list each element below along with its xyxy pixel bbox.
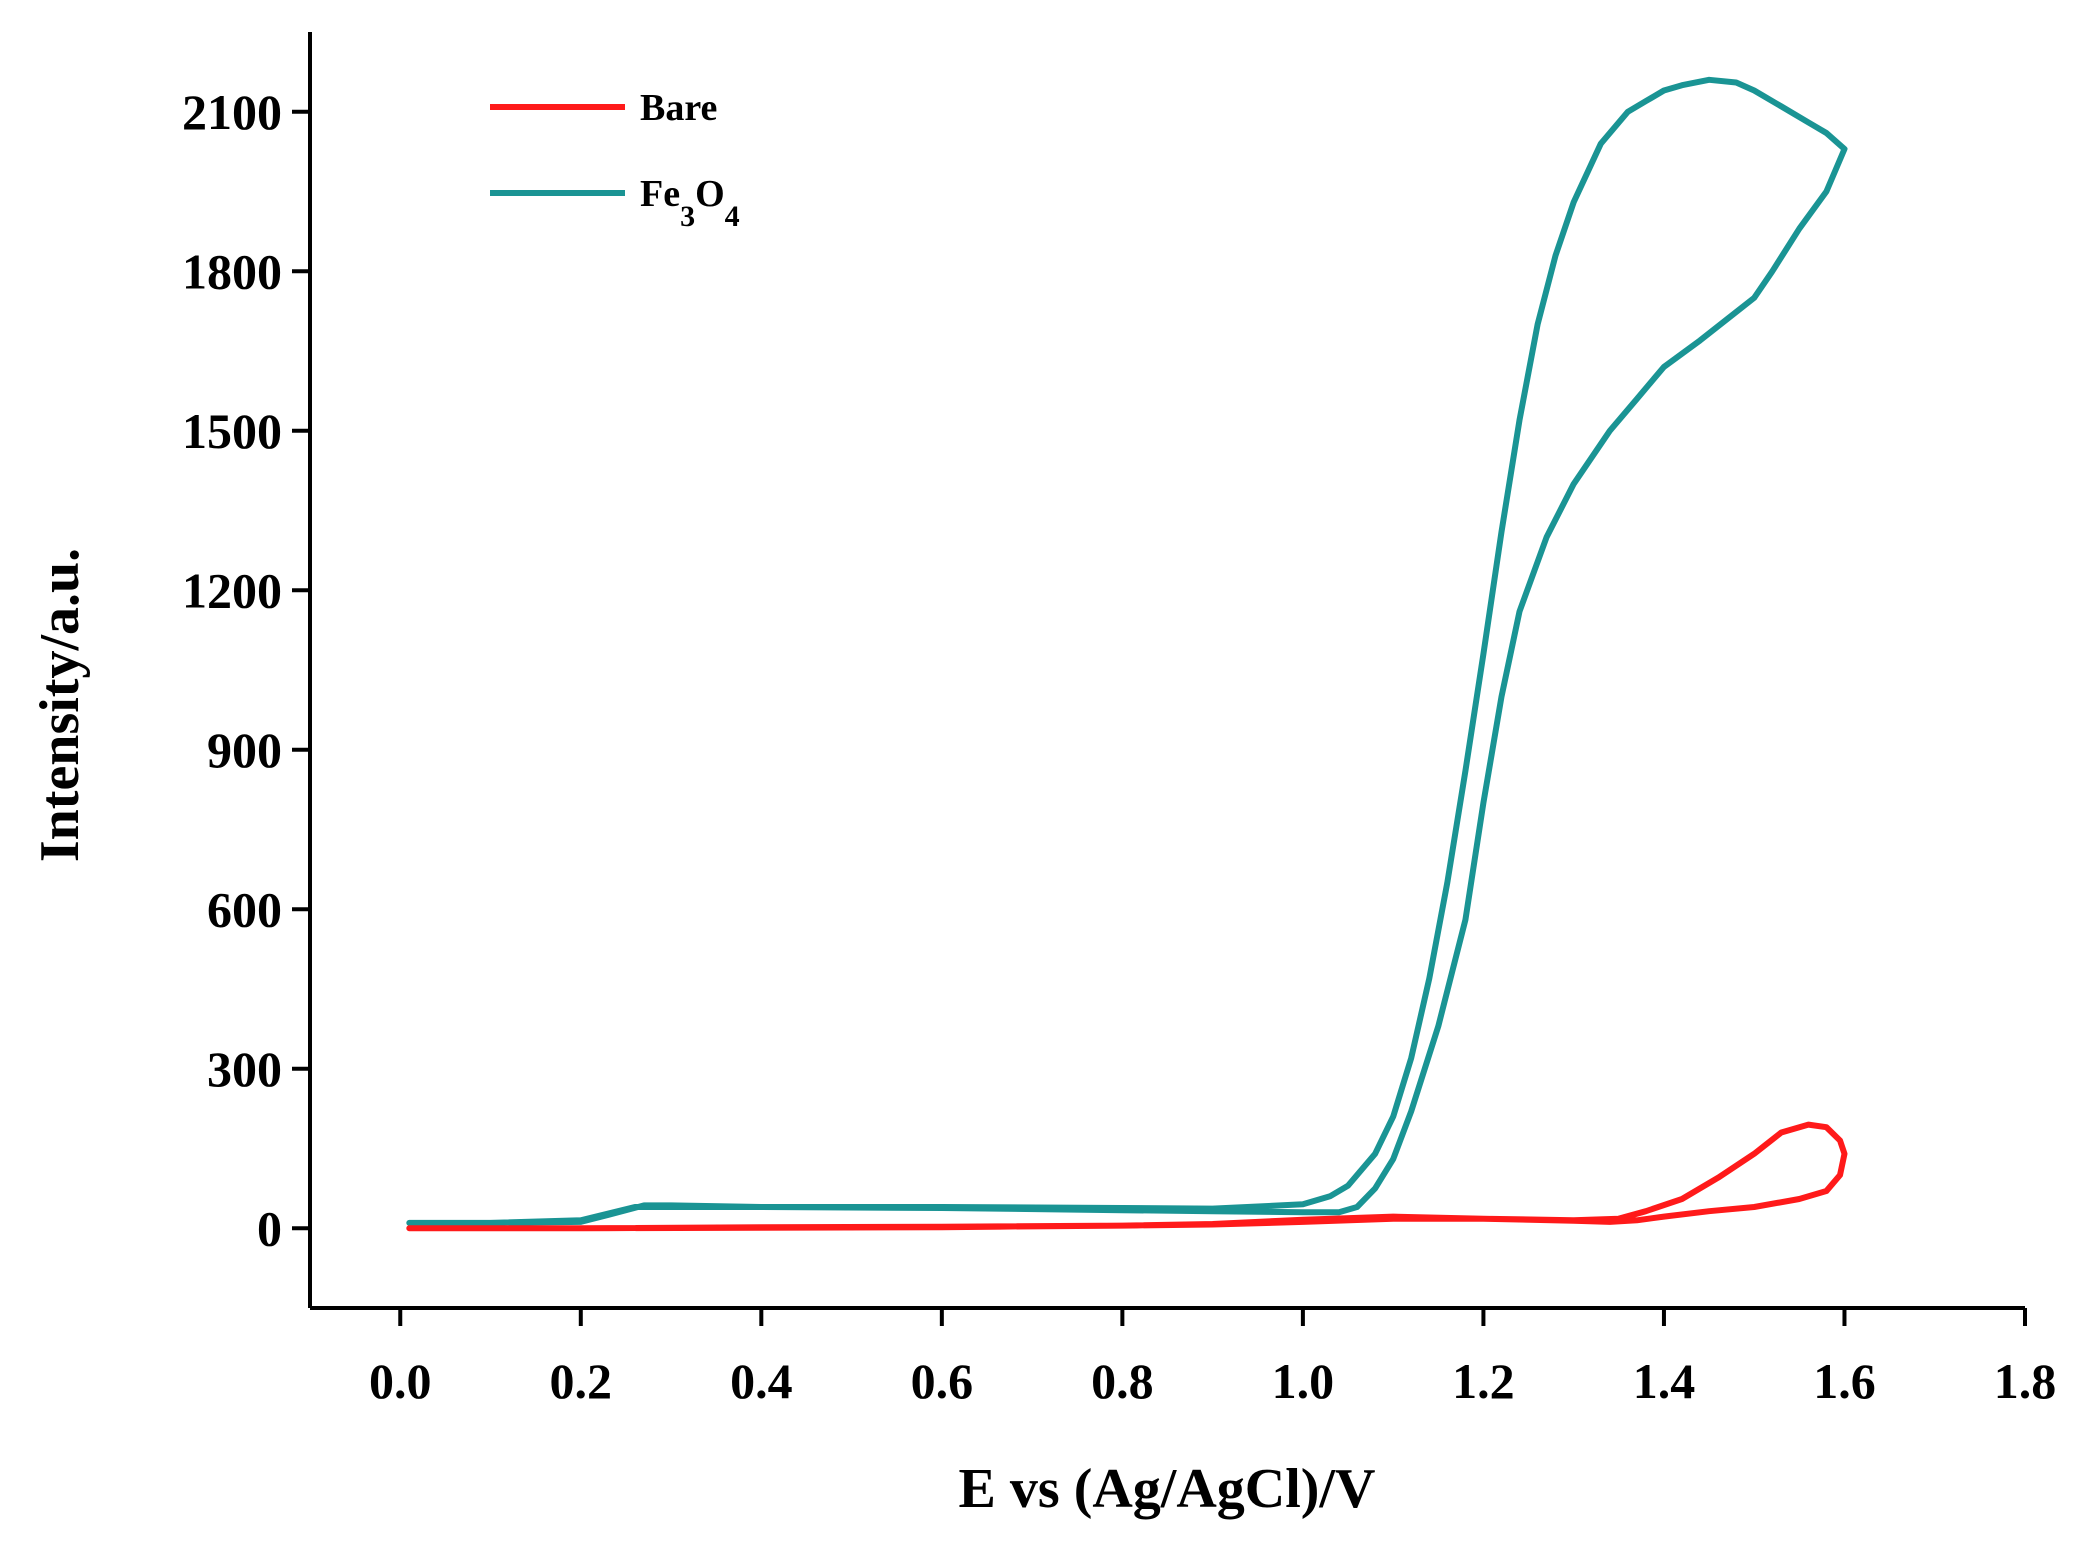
x-tick-label: 0.2 bbox=[550, 1353, 613, 1409]
y-tick-label: 300 bbox=[207, 1041, 282, 1097]
x-tick-label: 0.4 bbox=[730, 1353, 793, 1409]
series-line-bare bbox=[406, 1121, 1848, 1232]
y-tick-label: 1500 bbox=[182, 403, 282, 459]
series-layer bbox=[406, 76, 1848, 1232]
y-tick-label: 1200 bbox=[182, 562, 282, 618]
ticks-layer: 0.0 0.2 0.4 0.6 0.8 1.0 1.2 1.4 1.6 1.8 0 300 600 900… bbox=[182, 84, 2056, 1409]
x-tick-label: 1.4 bbox=[1633, 1353, 1696, 1409]
x-tick-label: 1.8 bbox=[1994, 1353, 2057, 1409]
x-tick-label: 0.6 bbox=[911, 1353, 974, 1409]
x-tick-label: 1.0 bbox=[1272, 1353, 1335, 1409]
legend: Bare Fe3O4 bbox=[490, 87, 740, 233]
x-tick-label: 1.2 bbox=[1452, 1353, 1515, 1409]
y-axis-title: Intensity/a.u. bbox=[29, 548, 91, 862]
y-tick-label: 1800 bbox=[182, 243, 282, 299]
axes-layer bbox=[308, 32, 2025, 1310]
legend-label-bare: Bare bbox=[640, 87, 717, 129]
y-tick-label: 900 bbox=[207, 722, 282, 778]
x-tick-label: 0.8 bbox=[1091, 1353, 1154, 1409]
x-tick-label: 0.0 bbox=[369, 1353, 432, 1409]
y-tick-label: 2100 bbox=[182, 84, 282, 140]
series-line-fe3o4 bbox=[406, 76, 1848, 1226]
x-tick-label: 1.6 bbox=[1813, 1353, 1876, 1409]
legend-label-fe3o4: Fe3O4 bbox=[640, 173, 740, 233]
y-tick-label: 0 bbox=[257, 1200, 282, 1256]
x-axis-title: E vs (Ag/AgCl)/V bbox=[959, 1458, 1376, 1520]
y-tick-label: 600 bbox=[207, 881, 282, 937]
